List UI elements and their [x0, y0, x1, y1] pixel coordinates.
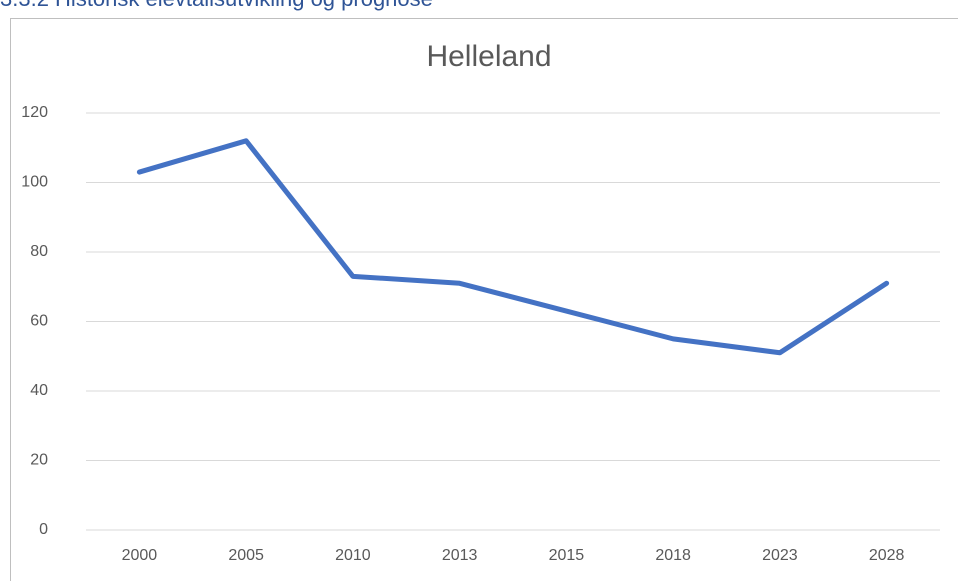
- chart-title: Helleland: [426, 40, 551, 73]
- x-tick-label: 2013: [442, 547, 478, 564]
- x-tick-label: 2005: [228, 547, 264, 564]
- x-tick-label: 2023: [762, 547, 798, 564]
- y-tick-label: 60: [30, 313, 48, 330]
- section-heading: 3.3.2 Historisk elevtallsutvikling og pr…: [0, 0, 433, 12]
- y-tick-label: 40: [30, 382, 48, 399]
- x-tick-label: 2015: [549, 547, 585, 564]
- x-tick-label: 2028: [869, 547, 905, 564]
- y-tick-label: 120: [21, 104, 48, 121]
- y-tick-label: 100: [21, 174, 48, 191]
- y-tick-label: 20: [30, 452, 48, 469]
- line: [136, 138, 890, 356]
- y-tick-label: 80: [30, 243, 48, 260]
- x-tick-label: 2000: [122, 547, 158, 564]
- x-tick-label: 2018: [655, 547, 691, 564]
- chart-border: [10, 18, 958, 581]
- y-tick-label: 0: [39, 521, 48, 538]
- x-tick-label: 2010: [335, 547, 371, 564]
